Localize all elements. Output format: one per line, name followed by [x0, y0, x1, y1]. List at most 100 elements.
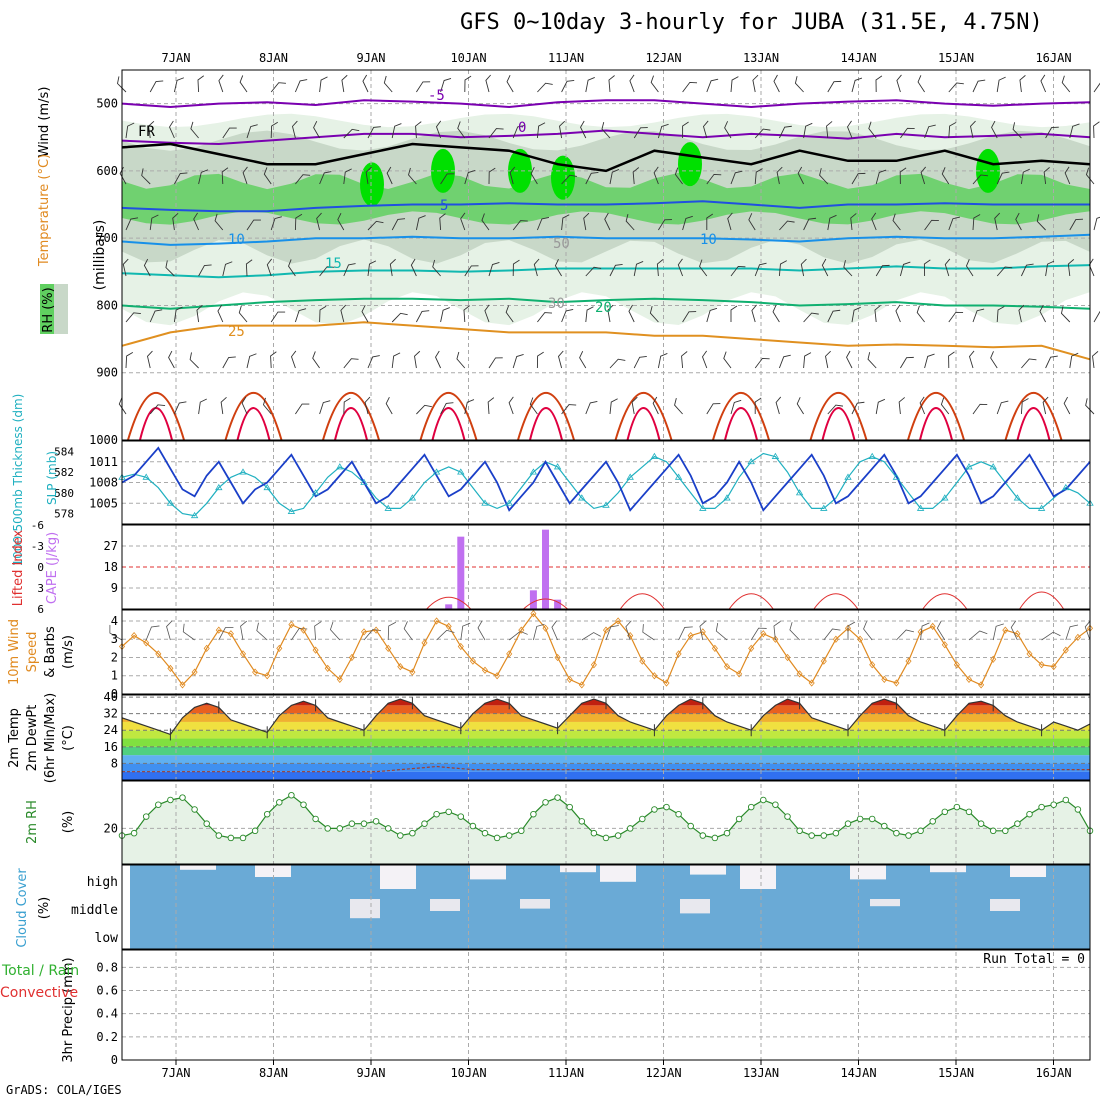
cape-bar: [529, 590, 537, 609]
cloud-level-label: high: [87, 875, 118, 890]
wind-barb: [222, 127, 237, 139]
wind-barb: [1045, 355, 1058, 369]
wind-barb: [920, 166, 927, 185]
wind-barb: [294, 213, 303, 231]
wind-barb: [748, 213, 756, 231]
wind-barb: [143, 258, 151, 277]
wind-barb: [125, 312, 141, 323]
wind-barb: [410, 258, 417, 277]
wind-barb: [706, 78, 719, 93]
wind-speed-marker: [264, 672, 271, 680]
wind-barb: [608, 75, 615, 93]
wind-barb: [1039, 304, 1046, 323]
isotherm--5: [121, 99, 1091, 109]
wind-barb: [239, 75, 248, 93]
cloud-clear-high: [690, 865, 726, 875]
wind-barb: [968, 350, 975, 369]
wind-barb: [892, 213, 901, 231]
wind-axis-label: 10m Wind: [7, 619, 22, 685]
wind-barb: [948, 82, 964, 93]
wind-barb: [536, 351, 544, 369]
wind-barb: [386, 166, 393, 185]
wind-barb: [337, 212, 345, 231]
top-date-label: 9JAN: [357, 51, 386, 65]
rh2m-marker: [1038, 803, 1045, 811]
thickness-marker: [432, 468, 441, 475]
wind-barb: [439, 213, 446, 231]
rh2m-marker: [130, 829, 138, 837]
wind-barb: [585, 77, 595, 93]
wind-barb: [631, 396, 638, 415]
wind-speed-marker: [445, 622, 452, 631]
thickness-marker: [723, 494, 731, 501]
bottom-date-label: 8JAN: [259, 1066, 288, 1080]
wind-barb: [899, 261, 911, 277]
wind-barb: [246, 124, 258, 139]
thickness-marker: [263, 483, 271, 491]
wind-barb: [730, 265, 746, 277]
cloud-clear-high: [380, 865, 416, 889]
wind-barb: [706, 403, 721, 415]
wind-barb: [551, 620, 558, 641]
wind-barb: [117, 76, 127, 93]
cape-bar: [445, 604, 453, 609]
isotherm-35: [919, 407, 953, 441]
wind-barb: [290, 350, 297, 369]
wind-barb: [1092, 351, 1099, 369]
panel-frame: [121, 864, 1091, 950]
wind-barb: [632, 167, 640, 185]
wind-barb: [506, 75, 514, 93]
wind-barb: [868, 121, 877, 139]
cloud-clear-high: [600, 865, 636, 882]
wind-speed-marker: [590, 661, 597, 669]
wind-barb: [919, 396, 926, 415]
rh2m-marker: [590, 829, 598, 837]
thickness-marker: [1013, 494, 1022, 501]
wind-barb: [367, 220, 384, 231]
rh2m-marker: [288, 791, 295, 799]
cloud-unit-label: (%): [37, 897, 52, 920]
rh2m-marker: [518, 827, 525, 835]
wind-barb: [319, 266, 335, 277]
rh2m-marker: [626, 825, 634, 832]
rh2m-marker: [965, 808, 973, 816]
bottom-date-label: 11JAN: [548, 1066, 584, 1080]
wind-speed-marker: [360, 628, 368, 636]
wind-speed-marker: [336, 675, 343, 684]
wind-barb: [512, 124, 525, 139]
wind-barb: [1042, 396, 1049, 415]
rh2m-marker: [167, 796, 174, 804]
wind-barb: [796, 397, 804, 415]
wind-barb: [625, 213, 635, 231]
wind-barb: [435, 350, 442, 369]
precip-tick-label: 0.8: [96, 960, 118, 974]
wind-barb: [875, 398, 886, 415]
wind-barb: [948, 216, 961, 231]
wind-barb: [319, 171, 332, 185]
wind-barb: [682, 121, 689, 138]
thickness-marker: [844, 473, 852, 480]
wind-barb: [536, 216, 550, 231]
wind-barb: [658, 219, 672, 231]
wind-barb: [263, 167, 272, 185]
wind-barb: [147, 350, 153, 369]
isotherm-label: FR: [138, 124, 155, 140]
wind-barb: [316, 212, 322, 231]
temp-band: [122, 689, 1090, 697]
wind-barb: [125, 217, 139, 231]
wind-barb: [948, 122, 957, 139]
wind-speed-marker: [155, 650, 162, 658]
wind-axis-label: Wind (m/s): [37, 87, 52, 158]
isotherm-30: [419, 392, 478, 441]
wind-speed-marker: [820, 657, 827, 665]
rh2m-marker: [602, 834, 610, 842]
cloud-clear-high: [740, 865, 776, 889]
wind-barb: [221, 167, 229, 185]
wind-barb: [754, 357, 770, 369]
wind-barb: [625, 620, 632, 641]
rh2m-marker: [312, 815, 319, 823]
wind-barb: [487, 397, 495, 415]
wind-speed-marker: [651, 672, 658, 680]
wind-barb: [754, 397, 762, 414]
wind-barb: [730, 305, 738, 322]
